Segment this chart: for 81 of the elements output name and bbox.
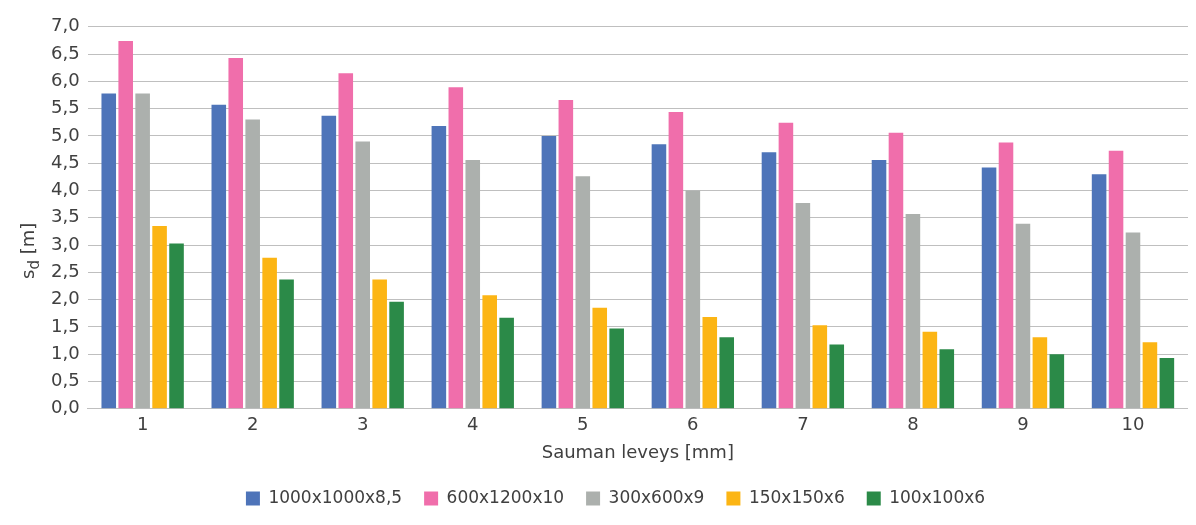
bar xyxy=(118,40,133,409)
legend-label: 1000x1000x8,5 xyxy=(268,486,403,507)
bar xyxy=(448,87,464,409)
y-tick-label: 7,0 xyxy=(50,14,80,36)
bar xyxy=(152,225,167,409)
y-tick-label: 4,5 xyxy=(50,150,80,172)
x-axis-title: Sauman leveys [mm] xyxy=(541,440,734,462)
bar xyxy=(1015,223,1031,409)
y-tick-label: 0,0 xyxy=(50,396,80,418)
y-tick-label: 3,5 xyxy=(50,205,80,227)
x-tick-label: 1 xyxy=(136,413,149,435)
bar xyxy=(685,190,701,409)
bar xyxy=(338,73,354,409)
x-tick-label: 2 xyxy=(246,413,259,435)
bar xyxy=(609,328,624,409)
y-tick-label: 3,0 xyxy=(50,232,80,254)
x-tick-label: 10 xyxy=(1121,413,1145,435)
bar xyxy=(1049,354,1065,409)
bar xyxy=(1032,337,1048,409)
bar xyxy=(761,152,777,409)
bar xyxy=(719,337,735,409)
legend-label: 300x600x9 xyxy=(608,486,705,507)
x-tick-label: 4 xyxy=(467,413,479,435)
bar xyxy=(812,325,828,409)
bar xyxy=(211,104,227,409)
y-tick-label: 6,0 xyxy=(50,69,80,91)
bar xyxy=(279,279,294,409)
bar xyxy=(778,122,794,409)
bar xyxy=(829,344,845,409)
bar xyxy=(1091,174,1107,409)
y-tick-label: 5,5 xyxy=(50,96,80,118)
y-tick-label: 2,5 xyxy=(50,260,80,282)
bar xyxy=(592,307,608,409)
bar xyxy=(101,93,117,409)
bar xyxy=(1108,150,1124,409)
bar xyxy=(135,93,150,409)
bar xyxy=(702,317,718,409)
bar xyxy=(431,126,447,409)
x-tick-label: 7 xyxy=(797,413,809,435)
y-tick-label: 6,5 xyxy=(50,41,80,63)
bar xyxy=(465,159,481,409)
legend-label: 150x150x6 xyxy=(748,486,845,507)
y-tick-label: 1,5 xyxy=(50,314,80,336)
x-tick-label: 9 xyxy=(1017,413,1029,435)
bar xyxy=(795,203,811,409)
bar xyxy=(372,279,387,409)
bar xyxy=(668,111,684,409)
y-tick-label: 1,0 xyxy=(50,341,80,363)
bar xyxy=(922,331,938,409)
bar xyxy=(541,135,557,409)
bar xyxy=(228,57,244,409)
bar xyxy=(1142,342,1158,409)
bar xyxy=(499,317,514,409)
bar xyxy=(998,142,1014,409)
bar xyxy=(905,213,921,409)
legend-label: 100x100x6 xyxy=(889,486,986,507)
bar xyxy=(321,115,337,409)
x-tick-label: 5 xyxy=(577,413,589,435)
bar xyxy=(262,257,277,409)
y-tick-label: 5,0 xyxy=(50,123,80,145)
bar xyxy=(355,141,371,409)
bar xyxy=(245,119,260,409)
bar xyxy=(1159,358,1175,409)
y-tick-label: 0,5 xyxy=(50,369,80,391)
bar xyxy=(981,167,997,409)
x-tick-label: 8 xyxy=(907,413,919,435)
bar xyxy=(389,301,404,409)
bar xyxy=(169,243,184,409)
y-tick-label: 4,0 xyxy=(50,178,80,200)
bar xyxy=(558,99,574,409)
bar xyxy=(939,349,955,409)
x-tick-label: 6 xyxy=(687,413,699,435)
bar xyxy=(575,176,591,409)
bar xyxy=(651,144,667,409)
y-tick-label: 2,0 xyxy=(50,287,80,309)
bar xyxy=(888,132,904,409)
legend-label: 600x1200x10 xyxy=(446,486,565,507)
bar xyxy=(871,159,887,409)
bar xyxy=(1125,232,1141,409)
bar xyxy=(482,295,497,409)
x-tick-label: 3 xyxy=(356,413,369,435)
